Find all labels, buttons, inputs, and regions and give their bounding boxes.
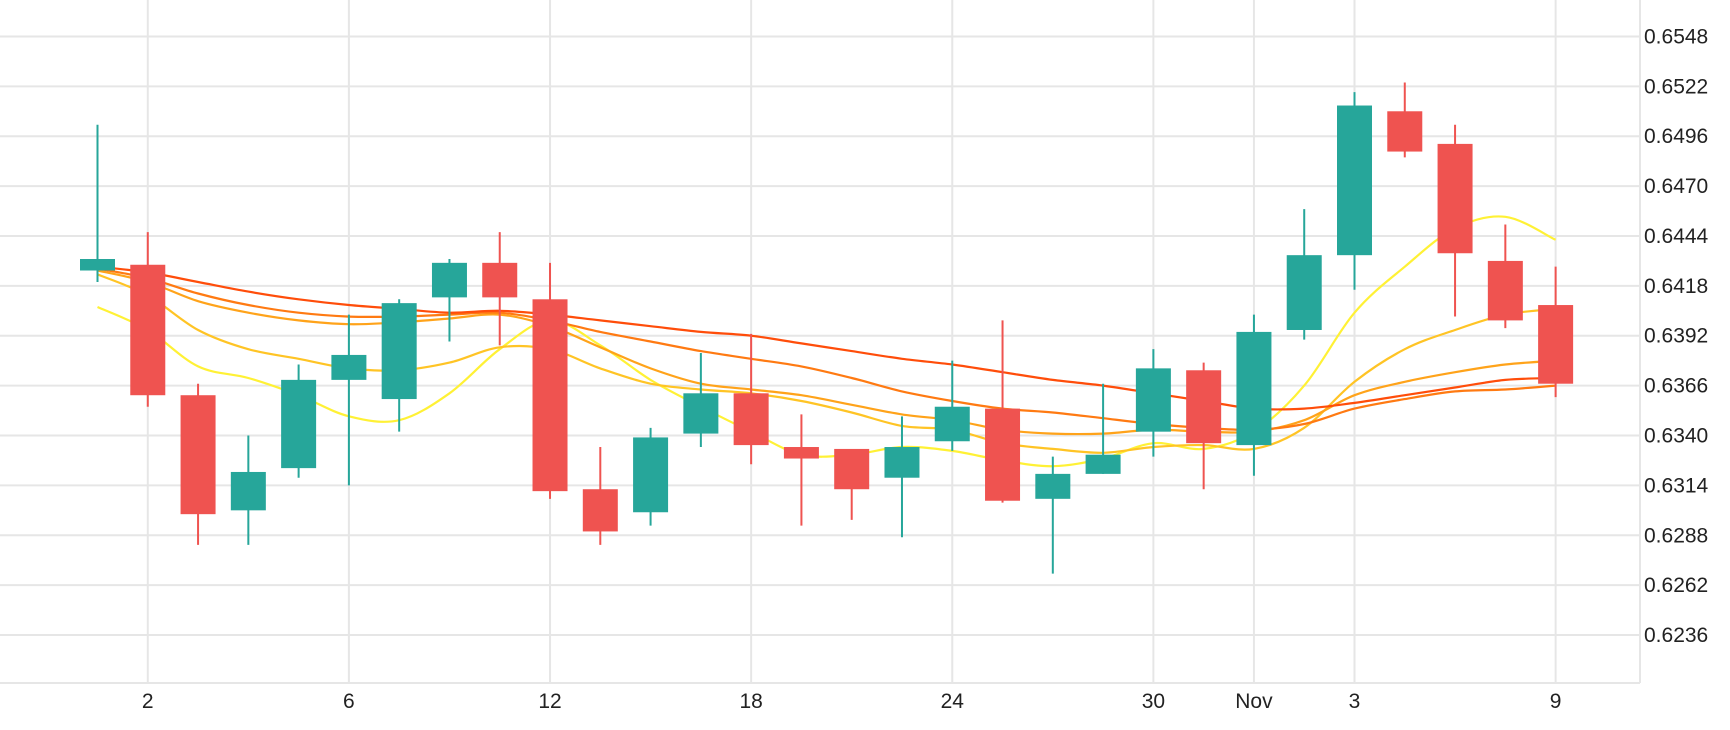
y-tick-label: 0.6418 — [1644, 275, 1708, 298]
y-tick-label: 0.6262 — [1644, 574, 1708, 597]
candle-body — [230, 471, 266, 511]
candle-down — [1487, 224, 1523, 329]
candle-body — [934, 406, 970, 442]
y-tick-label: 0.6522 — [1644, 75, 1708, 98]
candle-down — [130, 232, 166, 407]
y-tick-label: 0.6444 — [1644, 225, 1709, 248]
candle-body — [1337, 105, 1372, 256]
candles — [80, 82, 1574, 574]
candle-body — [1286, 255, 1322, 330]
candle-up — [431, 259, 467, 342]
moving-average-line-3 — [97, 269, 1556, 436]
candle-body — [80, 259, 115, 271]
candle-body — [1387, 111, 1423, 152]
candle-up — [1286, 209, 1322, 340]
candle-body — [783, 447, 819, 459]
candle-down — [180, 383, 216, 545]
y-tick-label: 0.6366 — [1644, 375, 1708, 398]
candle-body — [1186, 370, 1222, 444]
candle-body — [431, 262, 467, 298]
y-axis-tick-labels: 0.6548 0.6522 0.6496 0.6470 0.6444 0.6418 0.63… — [1644, 25, 1709, 647]
candle-body — [532, 299, 568, 492]
moving-average-lines — [97, 215, 1557, 468]
y-tick-label: 0.6548 — [1644, 25, 1708, 48]
moving-average-line-1 — [97, 215, 1557, 468]
x-tick-label: 24 — [941, 690, 965, 713]
y-tick-label: 0.6496 — [1644, 125, 1708, 148]
candle-up — [1337, 92, 1372, 290]
candle-down — [1437, 124, 1473, 317]
candle-body — [1085, 454, 1121, 474]
candle-down — [1186, 362, 1222, 490]
candle-body — [482, 262, 518, 298]
candle-down — [834, 448, 870, 520]
candle-body — [834, 448, 870, 490]
candle-up — [633, 427, 669, 526]
candle-body — [1437, 143, 1473, 254]
candle-body — [381, 303, 417, 400]
candle-body — [633, 437, 669, 513]
candle-up — [683, 353, 719, 448]
candle-up — [1035, 456, 1071, 574]
y-tick-label: 0.6392 — [1644, 325, 1708, 348]
candle-body — [683, 393, 719, 434]
candle-body — [1487, 260, 1523, 321]
candle-body — [884, 447, 920, 478]
candle-body — [130, 264, 166, 396]
candle-down — [733, 333, 769, 465]
candle-body — [1236, 331, 1272, 446]
candle-body — [582, 489, 618, 532]
candle-up — [1135, 349, 1171, 457]
candle-body — [1135, 368, 1171, 432]
candle-down — [1387, 82, 1423, 158]
x-tick-label: 30 — [1142, 690, 1165, 713]
candle-up — [331, 314, 367, 486]
candle-body — [281, 379, 317, 469]
candle-down — [482, 232, 518, 346]
x-tick-label: 12 — [538, 690, 561, 713]
y-tick-label: 0.6288 — [1644, 524, 1708, 547]
x-tick-label: 6 — [343, 690, 355, 713]
candle-down — [1538, 266, 1574, 398]
y-tick-label: 0.6340 — [1644, 425, 1708, 448]
x-tick-label: 2 — [142, 690, 154, 713]
x-tick-label: Nov — [1235, 690, 1273, 713]
x-tick-label: 9 — [1550, 690, 1562, 713]
chart-grid — [0, 0, 1641, 684]
candle-up — [884, 416, 920, 538]
candle-up — [1236, 314, 1272, 476]
candle-up — [230, 435, 266, 545]
candle-up — [281, 364, 317, 478]
candle-down — [783, 414, 819, 526]
x-tick-label: 3 — [1349, 690, 1361, 713]
candle-up — [1085, 383, 1121, 474]
candle-down — [582, 447, 618, 545]
candle-up — [80, 124, 115, 283]
moving-average-line-4 — [97, 267, 1556, 432]
candle-body — [180, 395, 216, 515]
candle-down — [532, 262, 568, 499]
candle-body — [1035, 473, 1071, 499]
y-tick-label: 0.6236 — [1644, 624, 1708, 647]
candle-up — [381, 299, 417, 432]
candle-body — [1538, 305, 1574, 384]
y-tick-label: 0.6314 — [1644, 474, 1709, 497]
x-axis-tick-labels: 2 6 12 18 24 30 Nov 3 9 — [142, 690, 1562, 713]
candle-body — [985, 408, 1021, 501]
moving-average-line-5 — [97, 265, 1556, 411]
candle-up — [934, 360, 970, 451]
y-tick-label: 0.6470 — [1644, 175, 1708, 198]
x-tick-label: 18 — [739, 690, 762, 713]
candle-body — [331, 354, 367, 380]
candle-body — [733, 393, 769, 446]
candle-down — [985, 320, 1021, 503]
